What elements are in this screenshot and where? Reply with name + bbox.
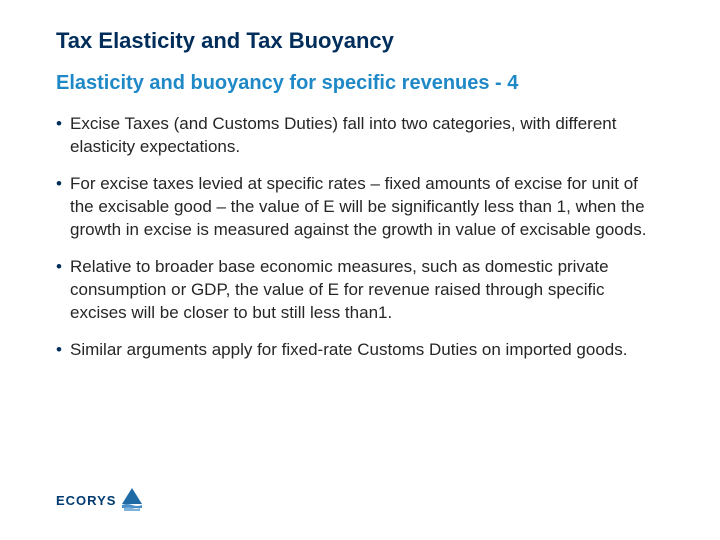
list-item: • Relative to broader base economic meas… [56,256,664,325]
slide: Tax Elasticity and Tax Buoyancy Elastici… [0,0,720,540]
page-title: Tax Elasticity and Tax Buoyancy [56,28,664,54]
bullet-text: Excise Taxes (and Customs Duties) fall i… [70,114,616,156]
list-item: • Similar arguments apply for fixed-rate… [56,339,664,362]
logo-text: ECORYS [56,493,116,508]
bullet-icon: • [56,113,62,136]
bullet-icon: • [56,256,62,279]
logo: ECORYS [56,488,142,512]
bullet-list: • Excise Taxes (and Customs Duties) fall… [56,113,664,361]
subtitle: Elasticity and buoyancy for specific rev… [56,72,664,95]
list-item: • For excise taxes levied at specific ra… [56,173,664,242]
bullet-text: For excise taxes levied at specific rate… [70,174,646,239]
list-item: • Excise Taxes (and Customs Duties) fall… [56,113,664,159]
bullet-text: Similar arguments apply for fixed-rate C… [70,340,627,359]
bullet-icon: • [56,173,62,196]
logo-triangle-icon [122,488,142,512]
bullet-icon: • [56,339,62,362]
bullet-text: Relative to broader base economic measur… [70,257,609,322]
